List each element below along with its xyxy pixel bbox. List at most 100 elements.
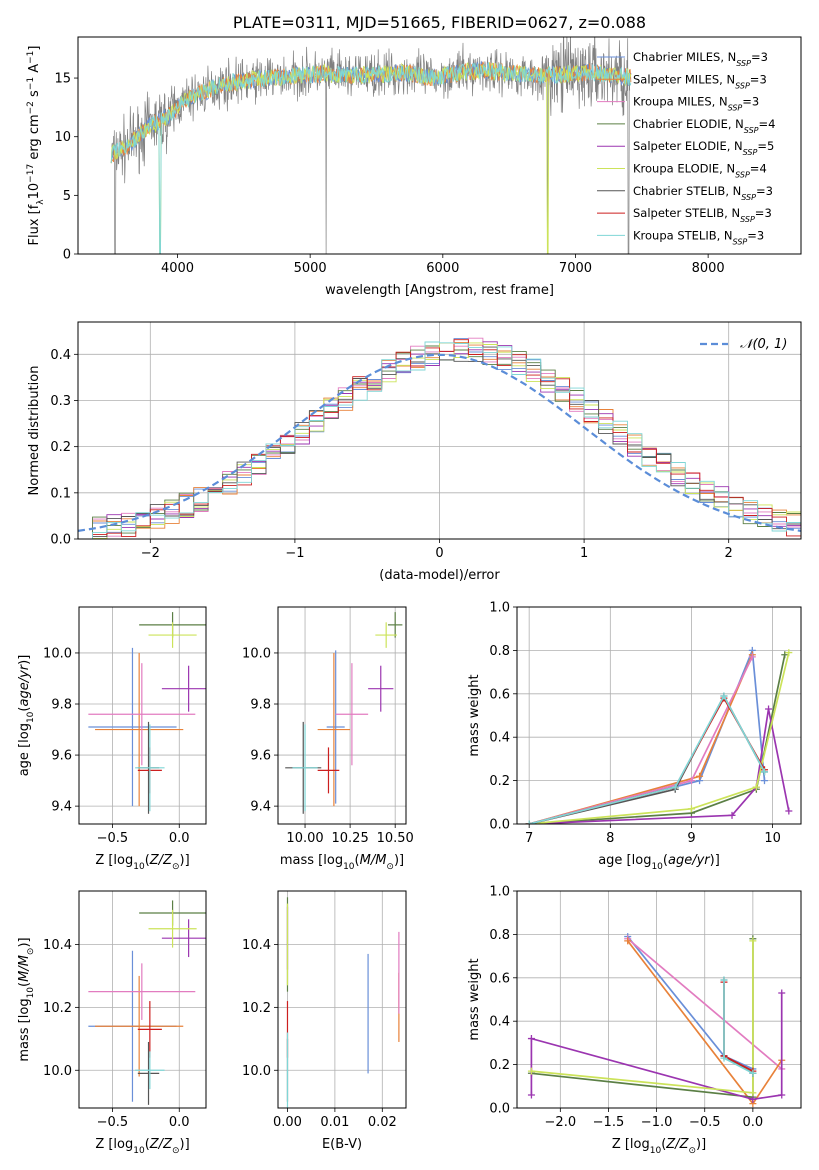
legend-entry: Chabrier STELIB, NSSP=3 — [633, 184, 773, 202]
data-point — [785, 807, 793, 815]
legend-entry: Salpeter STELIB, NSSP=3 — [633, 206, 772, 224]
salpeter-stelib-histogram — [92, 339, 801, 539]
salpeter-miles-errorbar — [95, 652, 184, 807]
y-axis-label: Flux [fλ10−17 erg cm−2 s−1 A−1] — [26, 46, 46, 246]
data-point — [527, 1067, 535, 1075]
y-tick-label: 9.6 — [250, 749, 271, 764]
y-tick-label: 10.0 — [242, 646, 271, 661]
salpeter-miles-errorbar — [95, 975, 184, 1077]
series-line — [531, 938, 754, 1099]
data-point — [525, 820, 533, 824]
series-line — [627, 936, 754, 1070]
salpeter-elodie-series — [527, 989, 786, 1103]
y-tick-label: 15 — [54, 72, 71, 87]
data-point — [781, 651, 789, 659]
y-tick-label: 10.4 — [242, 938, 271, 953]
salpeter-stelib-series — [525, 694, 768, 824]
series-line — [627, 938, 783, 1070]
chart-title: PLATE=0311, MJD=51665, FIBERID=0627, z=0… — [233, 13, 646, 32]
weight_vs_Z-plot: −2.0 −1.5 −1.0 −0.5 0.0 0.0 0.2 0.4 0.6 0.8 1.0 Z [… — [467, 885, 802, 1156]
x-tick-label: 0.0 — [169, 1115, 190, 1130]
axes-frame — [277, 606, 407, 825]
y-tick-label: 10.4 — [43, 938, 72, 953]
x-tick-label: 10 — [764, 831, 781, 846]
y-axis-label: mass weight — [467, 958, 482, 1040]
kroupa-miles-errorbar — [335, 663, 369, 766]
x-tick-label: 10.25 — [332, 831, 369, 846]
y-tick-label: 5 — [63, 189, 71, 204]
x-tick-label: −1.0 — [641, 1115, 673, 1130]
y-tick-label: 10.2 — [43, 1001, 72, 1016]
age_vs_Z-marks — [88, 612, 206, 814]
series-line — [528, 694, 766, 824]
x-axis-label: Z [log10(Z/Z⊙)] — [95, 853, 189, 872]
x-tick-label: −0.5 — [97, 831, 129, 846]
x-tick-label: 0.01 — [320, 1115, 349, 1130]
chabrier-miles-series — [624, 933, 757, 1073]
data-point — [749, 1069, 757, 1077]
kroupa-elodie-errorbar — [148, 622, 197, 648]
y-tick-label: 0.4 — [489, 1015, 510, 1030]
kroupa-miles-errorbar — [88, 663, 196, 766]
kroupa-elodie-series — [525, 649, 793, 824]
axes-frame — [516, 890, 802, 1109]
data-point — [752, 783, 760, 791]
y-axis-label: mass weight — [467, 674, 482, 756]
data-point — [765, 705, 773, 713]
series-line — [529, 694, 766, 824]
salpeter-elodie-series — [525, 705, 793, 824]
data-point — [748, 653, 756, 661]
x-axis-label: age [log10(age/yr)] — [598, 853, 720, 872]
legend-entry: Kroupa ELODIE, NSSP=4 — [633, 162, 767, 180]
legend-entry: Salpeter ELODIE, NSSP=5 — [633, 139, 774, 157]
x-tick-label: −0.5 — [97, 1115, 129, 1130]
x-tick-label: 7 — [525, 831, 533, 846]
x-tick-label: 2 — [725, 546, 733, 561]
y-tick-label: 0.4 — [50, 348, 71, 363]
salpeter-stelib-errorbar — [137, 1001, 162, 1058]
y-tick-label: 10.0 — [43, 1064, 72, 1079]
y-tick-label: 1.0 — [489, 885, 510, 900]
kroupa-elodie-model-line — [110, 62, 632, 254]
series-line — [723, 980, 754, 1075]
data-point — [527, 1035, 535, 1043]
x-tick-label: 10.00 — [286, 831, 323, 846]
x-tick-label: 7000 — [559, 261, 592, 276]
kroupa-stelib-errorbar — [292, 724, 318, 812]
kroupa-stelib-histogram — [92, 341, 801, 539]
y-tick-label: 9.8 — [250, 698, 271, 713]
y-tick-label: 0.0 — [50, 533, 71, 548]
axes-frame — [277, 890, 407, 1109]
x-axis-label: Z [log10(Z/Z⊙)] — [95, 1137, 189, 1156]
data-point — [687, 777, 695, 785]
y-axis-label: Normed distribution — [27, 366, 42, 496]
data-point — [687, 805, 695, 813]
mass_vs_ebv-marks — [286, 897, 400, 1108]
chabrier-miles-errorbar — [88, 647, 177, 807]
spectrum-marks — [110, 37, 632, 254]
x-tick-label: −0.5 — [689, 1115, 721, 1130]
chabrier-stelib-errorbar — [137, 1041, 160, 1105]
data-point — [720, 692, 728, 700]
axes-frame — [77, 36, 802, 255]
kroupa-stelib-series — [720, 976, 757, 1077]
weight_vs_Z-marks — [527, 933, 786, 1108]
mass_vs_Z-plot: −0.5 0.0 10.0 10.2 10.4 Z [log10(Z/Z⊙)] mass [… — [17, 890, 207, 1156]
y-tick-label: 1.0 — [489, 601, 510, 616]
y-tick-label: 0.6 — [489, 687, 510, 702]
y-tick-label: 9.4 — [51, 800, 72, 815]
data-point — [624, 937, 632, 945]
x-axis-label: mass [log10(M/M⊙)] — [280, 853, 404, 872]
x-tick-label: 0.02 — [368, 1115, 397, 1130]
y-tick-label: 0 — [63, 248, 71, 263]
y-tick-label: 0.8 — [489, 928, 510, 943]
observed-spectrum-line — [110, 37, 631, 254]
chabrier-stelib-histogram — [92, 346, 801, 539]
kroupa-stelib-errorbar — [135, 1051, 165, 1090]
y-tick-label: 0.6 — [489, 971, 510, 986]
y-tick-label: 10 — [54, 130, 71, 145]
data-point — [778, 989, 786, 997]
kroupa-elodie-errorbar — [375, 622, 397, 648]
series-line — [723, 982, 754, 1072]
residuals-plot: −2 −1 0 1 2 0.0 0.1 0.2 0.3 0.4 (data-model)/error… — [27, 321, 802, 583]
